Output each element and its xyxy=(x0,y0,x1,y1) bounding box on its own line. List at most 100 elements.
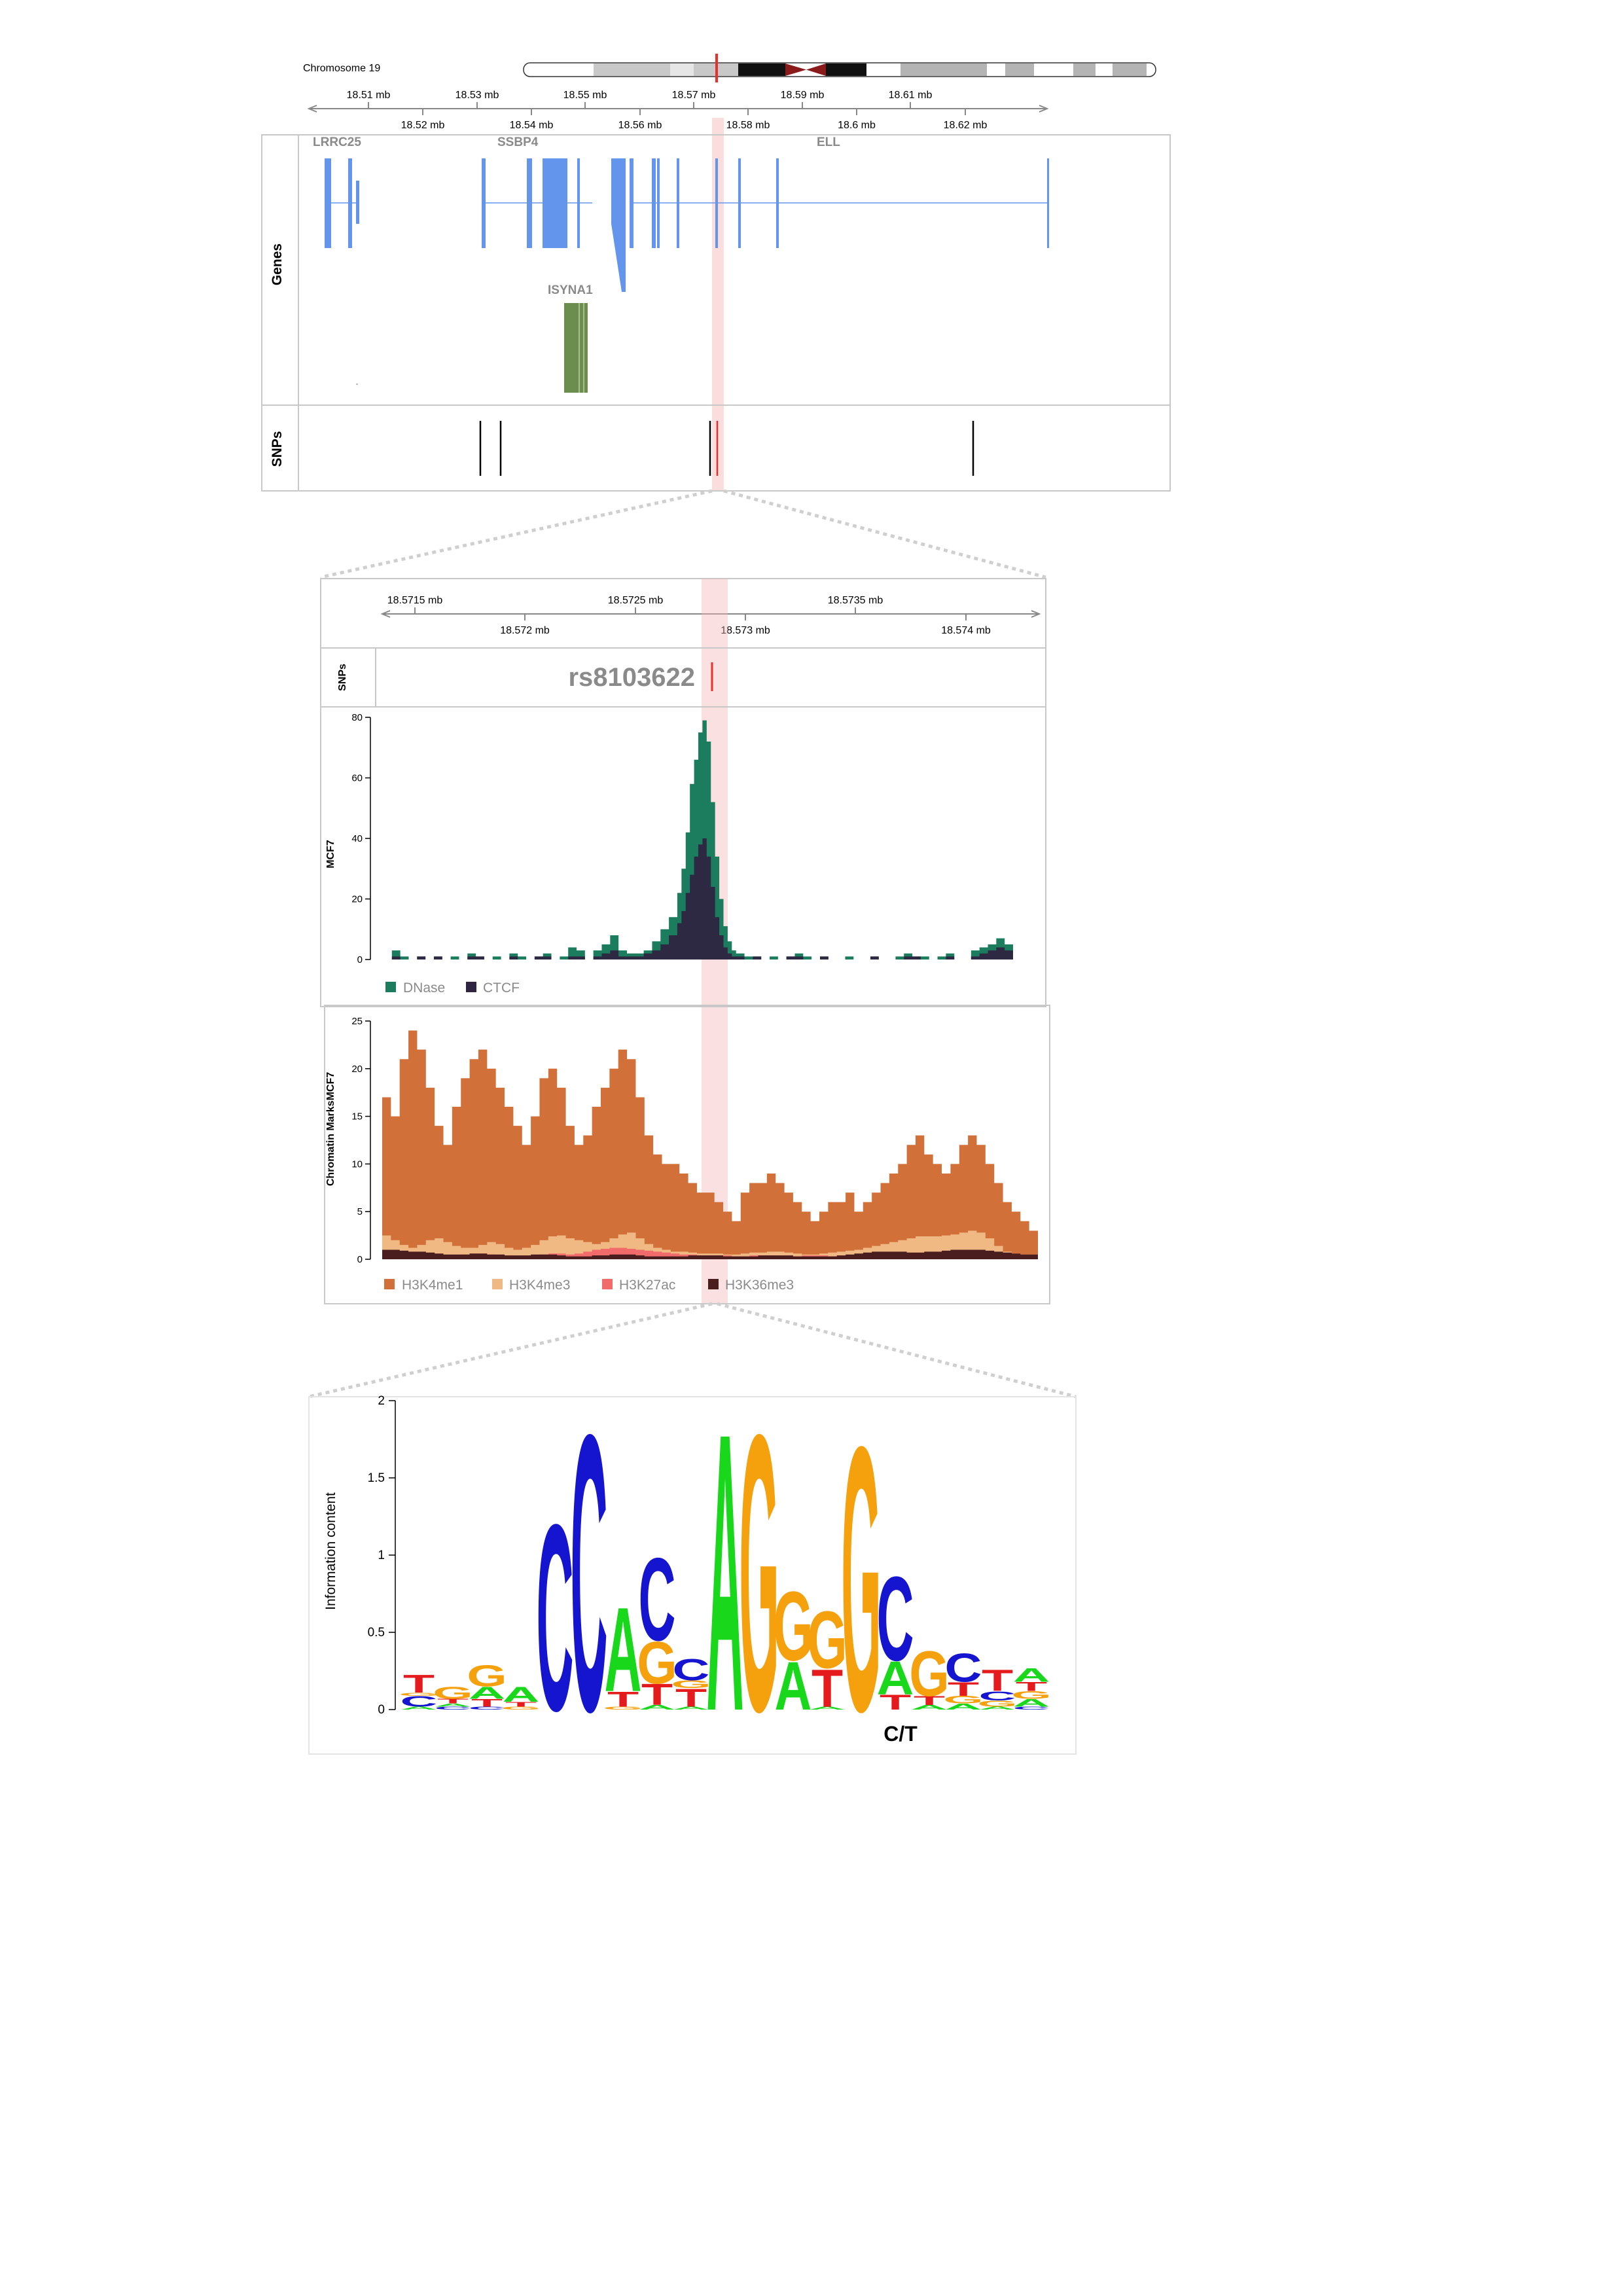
overview-axis: 18.51 mb 18.53 mb 18.55 mb 18.57 mb 18.59 mb… xyxy=(307,90,1049,131)
axis-tick-label: 18.52 mb xyxy=(401,120,445,131)
logo-letter: A xyxy=(911,1704,948,1711)
exon xyxy=(527,158,532,248)
axis-tick-label: 18.55 mb xyxy=(563,90,607,101)
chromatin-panel xyxy=(324,1005,1050,1304)
logo-connector-right xyxy=(717,1302,1077,1399)
logo-letter: A xyxy=(979,1706,1016,1710)
axis-tick-label: 18.5715 mb xyxy=(387,595,443,606)
logo-letter: C xyxy=(435,1706,472,1710)
gene-label-ssbp4: SSBP4 xyxy=(497,135,539,149)
exon-gap xyxy=(583,303,584,393)
logo-letter: C xyxy=(877,1551,914,1685)
logo-letter: G xyxy=(841,1369,881,1791)
logo-letter: A xyxy=(809,1706,846,1710)
y-tick-label: 2 xyxy=(378,1394,385,1408)
y-tick-label: 1.5 xyxy=(368,1471,385,1485)
y-tick-label: 0 xyxy=(357,954,363,965)
axis-arrow-right xyxy=(1031,610,1041,618)
logo-letter: C xyxy=(673,1653,710,1687)
gene-model-isyna1 xyxy=(564,303,588,393)
y-tick-label: 0.5 xyxy=(368,1626,385,1640)
gene-dot xyxy=(356,384,358,385)
logo-letter: C xyxy=(537,1469,574,1767)
y-tick-label: 25 xyxy=(351,1016,363,1027)
gene-label-ell: ELL xyxy=(817,135,840,149)
logo-letter: T xyxy=(403,1670,435,1698)
logo-letter: A xyxy=(605,1582,642,1716)
logo-letter: C xyxy=(571,1354,608,1794)
logo-letter: C xyxy=(401,1693,438,1710)
axis-arrow-left xyxy=(307,105,317,113)
axis-arrow-right xyxy=(1039,105,1049,113)
y-tick-label: 0 xyxy=(357,1254,363,1265)
legend-label-h3k36me3: H3K36me3 xyxy=(725,1278,794,1293)
variant-label: C/T xyxy=(883,1722,918,1746)
logo-letter: T xyxy=(880,1690,911,1714)
logo-letter: T xyxy=(675,1684,707,1713)
zoom-axis-panel: 18.5715 mb 18.5725 mb 18.5735 mb 18.572 mb 1… xyxy=(320,578,1046,649)
axis-arrow-left xyxy=(380,610,391,618)
overview-snps-track: SNPs xyxy=(261,404,1171,492)
axis-tick-label: 18.53 mb xyxy=(455,90,499,101)
zoom-snps-track: SNPs rs8103622 xyxy=(320,647,1046,708)
exon xyxy=(1047,158,1049,248)
logo-panel xyxy=(308,1396,1077,1755)
cytoband xyxy=(901,63,937,76)
mcf7-y-axis-label: MCF7 xyxy=(325,840,336,869)
exon xyxy=(356,181,359,224)
gene-model-ssbp4 xyxy=(482,158,592,248)
axis-tick-label: 18.59 mb xyxy=(781,90,825,101)
zoom-connector-right xyxy=(723,489,1046,579)
logo-letter: A xyxy=(1013,1697,1050,1709)
cytoband xyxy=(670,63,694,76)
y-tick-label: 15 xyxy=(351,1111,363,1122)
logo-letter: C xyxy=(469,1706,506,1710)
logo-letter: C xyxy=(979,1689,1016,1703)
logo-letter: A xyxy=(503,1682,540,1706)
logo-letter: A xyxy=(707,1351,744,1794)
zoom-snps-track-label: SNPs xyxy=(337,664,348,691)
exon xyxy=(715,158,718,248)
snp-id-label: rs8103622 xyxy=(568,663,695,692)
y-tick-label: 1 xyxy=(378,1549,385,1562)
cytoband xyxy=(937,63,987,76)
logo-letter: G xyxy=(773,1571,813,1681)
mcf7-panel xyxy=(320,706,1046,1007)
logo-letter: G xyxy=(977,1698,1017,1708)
logo-letter: G xyxy=(739,1354,779,1794)
cytoband xyxy=(826,63,866,76)
mcf7-legend: DNase CTCF xyxy=(385,980,520,996)
logo-letter: A xyxy=(401,1706,438,1710)
logo-letter: G xyxy=(909,1637,949,1709)
logo-letter: A xyxy=(673,1706,710,1710)
logo-y-axis-label: Information content xyxy=(323,1492,338,1610)
series-area-h3k4me1 xyxy=(382,1030,1038,1259)
y-tick-label: 40 xyxy=(351,833,363,844)
axis-tick-label: 18.574 mb xyxy=(941,625,991,636)
axis-tick-label: 18.57 mb xyxy=(672,90,716,101)
exon xyxy=(577,158,580,248)
logo-letter: T xyxy=(505,1700,537,1708)
cytoband xyxy=(594,63,670,76)
legend-swatch-h3k4me1 xyxy=(384,1279,395,1289)
axis-tick-label: 18.5725 mb xyxy=(608,595,664,606)
chromosome-label: Chromosome 19 xyxy=(303,63,380,74)
logo-letter: T xyxy=(982,1664,1013,1697)
logo-letter: C xyxy=(639,1534,676,1666)
logo-letter: G xyxy=(501,1706,541,1710)
logo-letter: T xyxy=(437,1698,469,1705)
gene-label-lrrc25: LRRC25 xyxy=(313,135,361,149)
snps-panel xyxy=(261,404,1171,492)
y-tick-label: 5 xyxy=(357,1206,363,1217)
cytoband xyxy=(1005,63,1034,76)
logo-letter: A xyxy=(435,1702,472,1707)
exon xyxy=(482,158,486,248)
legend-swatch-h3k27ac xyxy=(602,1279,613,1289)
series-area-h3k36me3 xyxy=(382,1249,1038,1259)
series-area-dnase xyxy=(383,720,1013,960)
logo-letter: T xyxy=(914,1693,945,1708)
chromatin-y-axis-label: Chromatin MarksMCF7 xyxy=(325,1072,336,1186)
axis-tick-label: 18.572 mb xyxy=(500,625,550,636)
exon xyxy=(348,158,352,248)
